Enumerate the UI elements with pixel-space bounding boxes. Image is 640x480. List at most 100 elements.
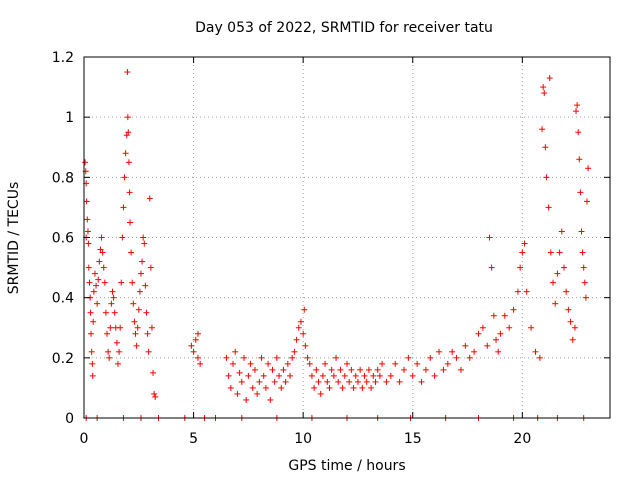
data-point bbox=[565, 306, 572, 313]
data-point bbox=[387, 372, 394, 379]
data-point bbox=[490, 312, 497, 319]
data-point bbox=[131, 318, 138, 325]
data-point bbox=[119, 234, 126, 241]
data-point bbox=[462, 342, 469, 349]
data-point bbox=[135, 306, 142, 313]
data-point bbox=[372, 378, 379, 385]
data-point bbox=[194, 354, 201, 361]
data-point bbox=[188, 342, 195, 349]
data-point bbox=[392, 360, 399, 367]
data-point bbox=[579, 249, 586, 256]
data-point bbox=[569, 336, 576, 343]
data-point bbox=[324, 378, 331, 385]
data-point bbox=[194, 330, 201, 337]
data-point bbox=[85, 240, 92, 247]
data-point bbox=[234, 390, 241, 397]
data-point bbox=[363, 378, 370, 385]
data-point bbox=[273, 354, 280, 361]
data-point bbox=[374, 366, 381, 373]
data-point bbox=[291, 348, 298, 355]
data-point bbox=[98, 234, 105, 241]
data-point bbox=[330, 372, 337, 379]
data-point bbox=[376, 372, 383, 379]
data-point bbox=[311, 384, 318, 391]
data-point bbox=[147, 264, 154, 271]
data-point bbox=[256, 378, 263, 385]
data-point bbox=[260, 372, 267, 379]
data-point bbox=[308, 372, 315, 379]
y-tick-label: 0.6 bbox=[52, 231, 74, 247]
x-axis-label: GPS time / hours bbox=[288, 458, 405, 474]
data-point bbox=[271, 378, 278, 385]
data-point bbox=[348, 366, 355, 373]
x-tick-label: 0 bbox=[80, 431, 89, 447]
data-point bbox=[514, 288, 521, 295]
data-point bbox=[113, 339, 120, 346]
data-point bbox=[106, 354, 113, 361]
data-point bbox=[297, 318, 304, 325]
data-point bbox=[190, 348, 197, 355]
data-point bbox=[436, 348, 443, 355]
data-point bbox=[523, 288, 530, 295]
data-point bbox=[405, 354, 412, 361]
data-point bbox=[556, 249, 563, 256]
data-point bbox=[254, 390, 261, 397]
data-point bbox=[230, 360, 237, 367]
data-point bbox=[125, 159, 132, 166]
data-point bbox=[497, 330, 504, 337]
data-point bbox=[466, 354, 473, 361]
data-point bbox=[479, 324, 486, 331]
data-point bbox=[427, 354, 434, 361]
x-tick-label: 10 bbox=[294, 431, 312, 447]
data-point bbox=[120, 204, 127, 211]
data-point bbox=[84, 228, 91, 235]
data-point bbox=[93, 282, 100, 289]
data-point bbox=[282, 378, 289, 385]
data-point bbox=[322, 360, 329, 367]
data-point bbox=[227, 384, 234, 391]
data-point bbox=[357, 366, 364, 373]
data-point bbox=[484, 342, 491, 349]
data-point bbox=[289, 354, 296, 361]
data-point bbox=[86, 279, 93, 286]
data-point bbox=[130, 300, 137, 307]
data-point bbox=[540, 84, 547, 91]
data-point bbox=[409, 372, 416, 379]
data-point bbox=[116, 348, 123, 355]
data-point bbox=[83, 198, 90, 205]
data-point bbox=[354, 378, 361, 385]
data-point bbox=[87, 309, 94, 316]
data-point bbox=[315, 378, 322, 385]
data-point bbox=[127, 219, 134, 226]
data-point bbox=[152, 393, 159, 400]
data-point bbox=[293, 336, 300, 343]
data-point bbox=[232, 348, 239, 355]
data-point bbox=[585, 165, 592, 172]
data-point bbox=[126, 189, 133, 196]
data-point bbox=[245, 372, 252, 379]
data-point bbox=[223, 354, 230, 361]
data-point bbox=[444, 360, 451, 367]
data-point bbox=[89, 372, 96, 379]
data-point bbox=[102, 309, 109, 316]
data-point bbox=[144, 330, 151, 337]
data-point bbox=[519, 249, 526, 256]
data-point bbox=[143, 309, 150, 316]
data-point bbox=[495, 348, 502, 355]
data-point bbox=[471, 348, 478, 355]
y-tick-label: 0 bbox=[65, 411, 74, 427]
data-point bbox=[560, 264, 567, 271]
data-point bbox=[493, 336, 500, 343]
data-point bbox=[543, 174, 550, 181]
data-point bbox=[136, 288, 143, 295]
y-tick-label: 0.2 bbox=[52, 351, 74, 367]
data-point bbox=[558, 228, 565, 235]
data-point bbox=[267, 396, 274, 403]
data-point bbox=[545, 204, 552, 211]
data-point bbox=[341, 372, 348, 379]
data-point bbox=[333, 354, 340, 361]
data-point bbox=[88, 330, 95, 337]
data-point bbox=[575, 129, 582, 136]
x-tick-label: 15 bbox=[404, 431, 422, 447]
data-point bbox=[265, 360, 272, 367]
